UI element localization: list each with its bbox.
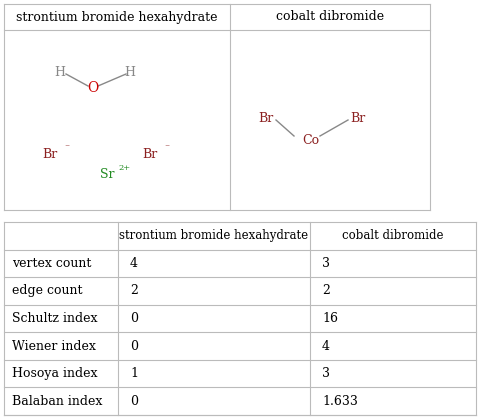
Text: Br: Br [258, 112, 273, 125]
Text: Br: Br [350, 112, 365, 125]
Text: edge count: edge count [12, 284, 83, 298]
Text: Balaban index: Balaban index [12, 395, 102, 408]
Text: cobalt dibromide: cobalt dibromide [276, 10, 384, 23]
Text: 16: 16 [322, 312, 338, 325]
Text: H: H [124, 66, 135, 79]
Text: Hosoya index: Hosoya index [12, 367, 97, 380]
Text: 2: 2 [130, 284, 138, 298]
Text: 0: 0 [130, 395, 138, 408]
Text: vertex count: vertex count [12, 257, 91, 270]
Text: strontium bromide hexahydrate: strontium bromide hexahydrate [120, 229, 309, 242]
Text: 3: 3 [322, 367, 330, 380]
Text: Br: Br [42, 148, 57, 161]
Text: cobalt dibromide: cobalt dibromide [342, 229, 444, 242]
Text: 0: 0 [130, 312, 138, 325]
Text: Wiener index: Wiener index [12, 339, 96, 352]
Text: 2: 2 [322, 284, 330, 298]
Text: H: H [55, 66, 65, 79]
Text: Sr: Sr [100, 168, 115, 181]
Text: 4: 4 [322, 339, 330, 352]
Text: Co: Co [302, 133, 319, 146]
Text: Schultz index: Schultz index [12, 312, 97, 325]
Text: Br: Br [142, 148, 157, 161]
Text: 2+: 2+ [118, 164, 130, 172]
Text: 1.633: 1.633 [322, 395, 358, 408]
Text: ⁻: ⁻ [164, 143, 169, 153]
Text: strontium bromide hexahydrate: strontium bromide hexahydrate [16, 10, 218, 23]
Text: 1: 1 [130, 367, 138, 380]
Text: ⁻: ⁻ [64, 143, 69, 153]
Text: 3: 3 [322, 257, 330, 270]
Text: 0: 0 [130, 339, 138, 352]
Text: 4: 4 [130, 257, 138, 270]
Text: O: O [87, 81, 98, 95]
